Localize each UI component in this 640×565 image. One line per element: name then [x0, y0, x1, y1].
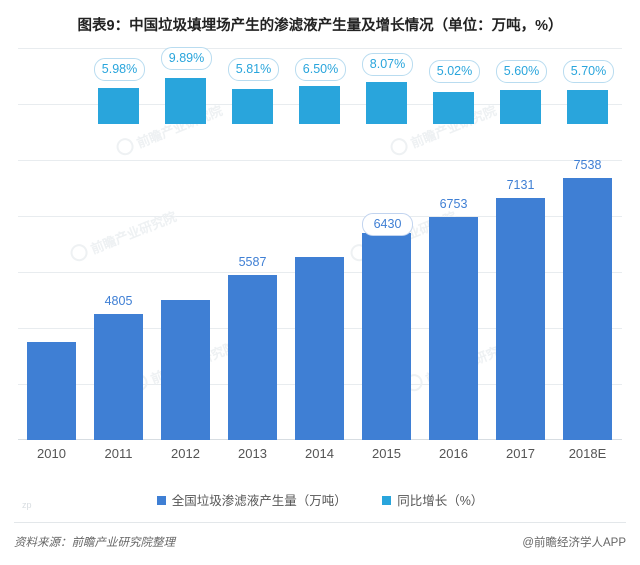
- chart-legend: 全国垃圾渗滤液产生量（万吨） 同比增长（%）: [0, 490, 640, 509]
- bar-growth[interactable]: [299, 86, 340, 124]
- brand-note: @前瞻经济学人APP: [522, 537, 626, 549]
- chart-title: 图表9：中国垃圾填埋场产生的渗滤液产生量及增长情况（单位：万吨，%）: [77, 18, 563, 34]
- bar-group: 9.89%: [152, 47, 219, 440]
- bar-growth[interactable]: [567, 90, 608, 124]
- bar-main[interactable]: [496, 198, 545, 440]
- bar-main[interactable]: [94, 314, 143, 440]
- legend-label: 全国垃圾渗滤液产生量（万吨）: [171, 494, 347, 508]
- bar-group: 5.81% 5587: [219, 48, 286, 440]
- x-tick: 2013: [238, 446, 267, 461]
- bar-main[interactable]: [362, 233, 411, 440]
- growth-label: 5.02%: [429, 60, 480, 83]
- value-label: 6430: [362, 213, 413, 236]
- growth-label: 6.50%: [295, 58, 346, 81]
- bar-growth[interactable]: [232, 89, 273, 124]
- bar-growth[interactable]: [500, 90, 541, 124]
- x-tick: 2018E: [568, 446, 607, 461]
- growth-label: 5.81%: [228, 58, 279, 81]
- value-label: 4805: [104, 294, 133, 308]
- growth-label: 8.07%: [362, 53, 413, 76]
- x-tick: 2011: [104, 446, 133, 461]
- x-tick: 2015: [372, 446, 401, 461]
- x-tick: 2016: [439, 446, 468, 461]
- bar-group: 5.02% 6753: [420, 48, 487, 440]
- legend-swatch-icon: [382, 496, 392, 505]
- value-label: 7538: [573, 158, 602, 172]
- growth-label: 5.98%: [94, 58, 145, 81]
- x-tick: 2014: [305, 446, 334, 461]
- x-tick: 2012: [171, 446, 200, 461]
- legend-swatch-icon: [156, 496, 166, 505]
- value-label: 6753: [439, 197, 468, 211]
- bar-growth[interactable]: [165, 78, 206, 124]
- legend-label: 同比增长（%）: [397, 494, 484, 508]
- x-tick: 2010: [37, 446, 66, 461]
- bar-main[interactable]: [27, 342, 76, 440]
- gridline: [18, 160, 622, 161]
- bars-layer: 5.98% 4805 9.89% 5.81% 5587 6.50% 8.07%: [18, 47, 622, 440]
- footer-divider: [14, 522, 626, 523]
- bar-main[interactable]: [563, 178, 612, 440]
- x-axis: 2010 2011 2012 2013 2014 2015 2016 2017 …: [18, 446, 622, 470]
- bar-main[interactable]: [429, 217, 478, 440]
- bar-growth[interactable]: [98, 88, 139, 124]
- bar-group: 5.98% 4805: [85, 48, 152, 440]
- bar-main[interactable]: [295, 257, 344, 440]
- bar-growth[interactable]: [366, 82, 407, 124]
- growth-label: 9.89%: [161, 47, 212, 70]
- bar-main[interactable]: [228, 275, 277, 440]
- growth-label: 5.60%: [496, 60, 547, 83]
- bar-growth[interactable]: [433, 92, 474, 124]
- bar-group: 8.07% 6430: [353, 48, 420, 440]
- legend-item-growth[interactable]: 同比增长（%）: [382, 490, 483, 509]
- x-tick: 2017: [506, 446, 535, 461]
- gridline: [18, 48, 622, 49]
- corner-mark: zp: [22, 500, 32, 510]
- bar-group: 5.60% 7131: [487, 48, 554, 440]
- source-note: 资料来源：前瞻产业研究院整理: [14, 537, 175, 549]
- value-label: 5587: [238, 255, 267, 269]
- gridline: [18, 216, 622, 217]
- bar-group: 6.50%: [286, 48, 353, 440]
- value-label: 7131: [506, 178, 535, 192]
- bar-group: 5.70% 7538: [554, 48, 621, 440]
- growth-label: 5.70%: [563, 60, 614, 83]
- bar-main[interactable]: [161, 300, 210, 440]
- legend-item-volume[interactable]: 全国垃圾渗滤液产生量（万吨）: [156, 490, 347, 509]
- bar-group: [18, 48, 85, 440]
